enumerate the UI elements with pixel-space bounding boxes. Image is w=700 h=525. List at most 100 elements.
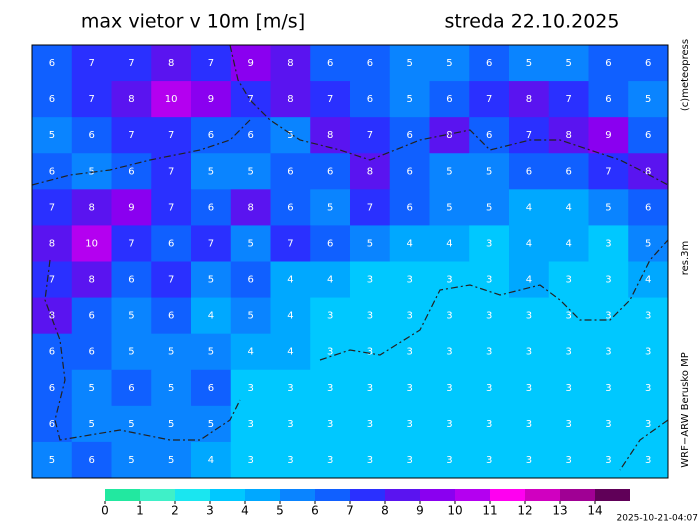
wind-value: 3	[605, 238, 611, 249]
wind-value: 3	[645, 311, 651, 322]
wind-value: 3	[605, 383, 611, 394]
wind-cell	[111, 189, 152, 226]
copyright: (c)meteopress	[680, 39, 691, 111]
date: streda 22.10.2025	[445, 11, 620, 33]
wind-value: 6	[327, 58, 333, 69]
wind-value: 10	[165, 94, 178, 105]
wind-value: 3	[486, 275, 492, 286]
wind-value: 9	[247, 58, 253, 69]
wind-value: 3	[565, 347, 571, 358]
wind-value: 6	[49, 419, 55, 430]
wind-cell	[628, 297, 669, 335]
wind-cell	[32, 333, 73, 371]
wind-cell	[469, 405, 510, 443]
wind-value: 5	[49, 455, 55, 466]
wind-cell	[350, 369, 391, 407]
wind-cell	[628, 45, 669, 82]
wind-cell	[429, 189, 470, 226]
wind-cell	[191, 45, 232, 82]
wind-value: 3	[327, 311, 333, 322]
wind-value: 3	[526, 455, 532, 466]
wind-cell	[230, 117, 271, 154]
colorbar-segment	[210, 489, 245, 501]
wind-value: 3	[605, 455, 611, 466]
wind-cell	[270, 81, 311, 118]
wind-value: 5	[406, 58, 412, 69]
wind-value: 6	[49, 94, 55, 105]
wind-value: 7	[168, 166, 174, 177]
wind-value: 3	[645, 347, 651, 358]
wind-value: 3	[367, 455, 373, 466]
wind-value: 6	[88, 311, 94, 322]
wind-value: 6	[49, 383, 55, 394]
wind-value: 8	[446, 130, 452, 141]
wind-value: 3	[486, 347, 492, 358]
colorbar-segment	[315, 489, 350, 501]
wind-cell	[389, 81, 430, 118]
wind-value: 3	[565, 311, 571, 322]
wind-cell	[71, 261, 112, 299]
wind-cell	[429, 81, 470, 118]
wind-cell	[310, 81, 351, 118]
wind-cell	[429, 153, 470, 190]
wind-value: 3	[367, 311, 373, 322]
border-west	[31, 119, 251, 186]
wind-cell	[71, 153, 112, 190]
wind-value: 3	[406, 383, 412, 394]
wind-cell	[151, 441, 192, 479]
wind-value: 5	[446, 166, 452, 177]
wind-cell	[310, 153, 351, 190]
wind-cell	[230, 369, 271, 407]
wind-cell	[429, 297, 470, 335]
wind-cell	[151, 225, 192, 262]
wind-cell	[32, 261, 73, 299]
wind-cell	[509, 369, 550, 407]
wind-value: 3	[605, 311, 611, 322]
wind-value: 6	[168, 238, 174, 249]
wind-cell	[628, 441, 669, 479]
wind-value: 3	[406, 455, 412, 466]
wind-value: 8	[565, 130, 571, 141]
wind-value: 3	[446, 347, 452, 358]
wind-cell	[429, 333, 470, 371]
wind-cell	[389, 117, 430, 154]
wind-value: 4	[208, 311, 214, 322]
wind-cell	[628, 369, 669, 407]
wind-value: 4	[565, 238, 571, 249]
wind-value: 5	[128, 455, 134, 466]
wind-value: 6	[128, 383, 134, 394]
wind-cell	[588, 117, 629, 154]
wind-value: 3	[247, 419, 253, 430]
wind-value: 5	[406, 94, 412, 105]
wind-cell	[469, 153, 510, 190]
wind-value: 5	[49, 130, 55, 141]
wind-value: 6	[645, 58, 651, 69]
wind-cell	[628, 153, 669, 190]
wind-cell	[389, 369, 430, 407]
wind-cell	[588, 333, 629, 371]
wind-value: 8	[526, 94, 532, 105]
wind-value: 5	[168, 419, 174, 430]
wind-value: 7	[88, 58, 94, 69]
wind-value: 5	[287, 130, 293, 141]
wind-cell	[429, 405, 470, 443]
wind-value: 5	[247, 311, 253, 322]
wind-cell	[191, 189, 232, 226]
wind-value: 5	[247, 166, 253, 177]
wind-cell	[230, 441, 271, 479]
wind-value: 3	[605, 419, 611, 430]
wind-value: 7	[168, 130, 174, 141]
wind-value: 6	[605, 58, 611, 69]
wind-value: 4	[327, 275, 333, 286]
wind-cell	[71, 297, 112, 335]
wind-cell	[71, 441, 112, 479]
wind-value: 3	[446, 311, 452, 322]
colorbar-label: 14	[587, 504, 602, 518]
wind-value: 8	[88, 275, 94, 286]
borders	[31, 44, 669, 471]
wind-value: 5	[446, 58, 452, 69]
wind-cell	[270, 405, 311, 443]
wind-cell	[151, 45, 192, 82]
wind-value: 4	[406, 238, 412, 249]
wind-cell	[270, 369, 311, 407]
